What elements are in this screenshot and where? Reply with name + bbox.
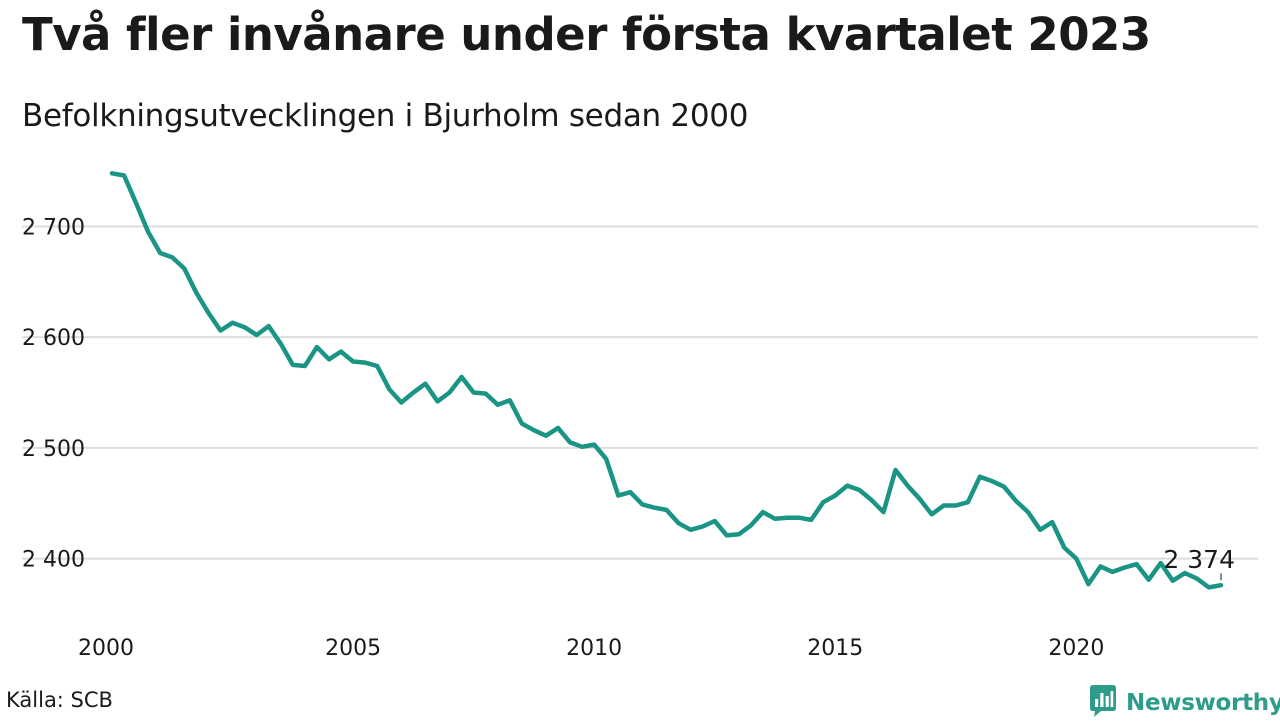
y-tick-label: 2 600 (22, 326, 85, 351)
x-tick-label: 2000 (78, 636, 134, 661)
x-tick-label: 2020 (1048, 636, 1104, 661)
x-tick-label: 2005 (325, 636, 381, 661)
chart-subtitle: Befolkningsutvecklingen i Bjurholm sedan… (22, 98, 749, 134)
brand-logo[interactable]: Newsworthy (1088, 684, 1280, 722)
y-tick-label: 2 700 (22, 215, 85, 240)
y-tick-label: 2 500 (22, 437, 85, 462)
source-label: Källa: SCB (6, 688, 113, 712)
series-line (109, 171, 1224, 590)
y-tick-label: 2 400 (22, 548, 85, 573)
chart-title: Två fler invånare under första kvartalet… (22, 8, 1151, 61)
last-value-label: 2 374 (1163, 545, 1235, 574)
x-tick-label: 2015 (807, 636, 863, 661)
newsworthy-logo-icon (1088, 684, 1118, 722)
brand-name: Newsworthy (1126, 690, 1280, 716)
x-tick-label: 2010 (566, 636, 622, 661)
